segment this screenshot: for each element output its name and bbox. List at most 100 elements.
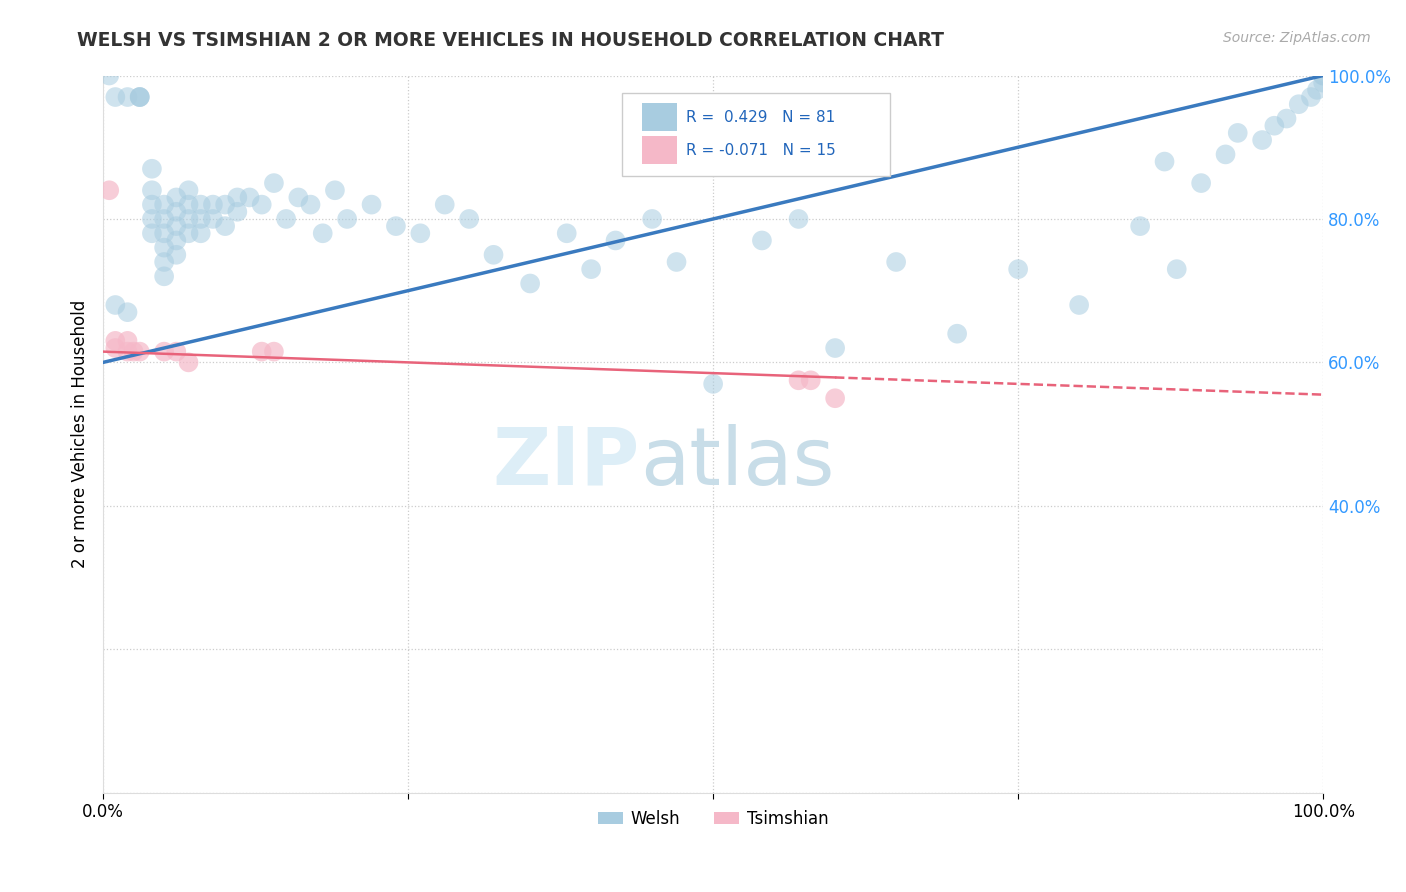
Point	[98, 69, 121, 83]
FancyBboxPatch shape	[643, 136, 676, 164]
Point	[1299, 90, 1322, 104]
FancyBboxPatch shape	[621, 94, 890, 176]
Point	[751, 234, 773, 248]
Point	[276, 211, 298, 226]
Text: Source: ZipAtlas.com: Source: ZipAtlas.com	[1223, 31, 1371, 45]
Point	[153, 227, 176, 241]
Point	[141, 197, 163, 211]
Point	[117, 305, 139, 319]
FancyBboxPatch shape	[643, 103, 676, 131]
Point	[214, 219, 236, 233]
Point	[409, 227, 432, 241]
Point	[482, 248, 505, 262]
Point	[884, 255, 907, 269]
Point	[800, 373, 823, 387]
Point	[312, 227, 335, 241]
Point	[165, 219, 187, 233]
Point	[702, 376, 724, 391]
Point	[519, 277, 541, 291]
Point	[1312, 69, 1334, 83]
Text: WELSH VS TSIMSHIAN 2 OR MORE VEHICLES IN HOUSEHOLD CORRELATION CHART: WELSH VS TSIMSHIAN 2 OR MORE VEHICLES IN…	[77, 31, 945, 50]
Point	[141, 183, 163, 197]
Point	[165, 248, 187, 262]
Point	[1215, 147, 1237, 161]
Point	[458, 211, 481, 226]
Point	[104, 334, 127, 348]
Point	[263, 176, 285, 190]
Point	[104, 90, 127, 104]
Point	[153, 241, 176, 255]
Text: R =  0.429   N = 81: R = 0.429 N = 81	[686, 110, 835, 125]
Point	[1263, 119, 1285, 133]
Point	[177, 211, 200, 226]
Point	[226, 204, 249, 219]
Point	[579, 262, 602, 277]
Point	[1288, 97, 1310, 112]
Point	[1312, 76, 1334, 90]
Point	[299, 197, 322, 211]
Point	[104, 298, 127, 312]
Point	[1251, 133, 1274, 147]
Point	[824, 391, 846, 405]
Point	[555, 227, 578, 241]
Point	[787, 211, 810, 226]
Point	[165, 190, 187, 204]
Point	[128, 90, 150, 104]
Point	[641, 211, 664, 226]
Point	[201, 211, 224, 226]
Text: ZIP: ZIP	[492, 424, 640, 502]
Point	[360, 197, 382, 211]
Point	[177, 227, 200, 241]
Point	[117, 90, 139, 104]
Point	[177, 355, 200, 369]
Point	[605, 234, 627, 248]
Point	[128, 344, 150, 359]
Point	[1166, 262, 1188, 277]
Point	[153, 211, 176, 226]
Point	[263, 344, 285, 359]
Point	[177, 183, 200, 197]
Point	[128, 90, 150, 104]
Point	[141, 161, 163, 176]
Point	[190, 227, 212, 241]
Point	[117, 334, 139, 348]
Point	[238, 190, 260, 204]
Point	[323, 183, 346, 197]
Point	[128, 90, 150, 104]
Point	[665, 255, 688, 269]
Text: atlas: atlas	[640, 424, 834, 502]
Point	[1007, 262, 1029, 277]
Point	[98, 183, 121, 197]
Point	[1306, 83, 1329, 97]
Point	[153, 269, 176, 284]
Point	[122, 344, 145, 359]
Point	[946, 326, 969, 341]
Point	[165, 234, 187, 248]
Point	[250, 197, 273, 211]
Point	[824, 341, 846, 355]
Point	[190, 211, 212, 226]
Point	[104, 341, 127, 355]
Point	[433, 197, 456, 211]
Point	[250, 344, 273, 359]
Point	[214, 197, 236, 211]
Point	[201, 197, 224, 211]
Point	[141, 211, 163, 226]
Point	[1312, 69, 1334, 83]
Point	[153, 255, 176, 269]
Text: R = -0.071   N = 15: R = -0.071 N = 15	[686, 143, 837, 158]
Point	[165, 204, 187, 219]
Point	[177, 197, 200, 211]
Point	[153, 344, 176, 359]
Point	[385, 219, 408, 233]
Legend: Welsh, Tsimshian: Welsh, Tsimshian	[591, 803, 835, 835]
Point	[190, 197, 212, 211]
Point	[1226, 126, 1249, 140]
Point	[1129, 219, 1152, 233]
Point	[1189, 176, 1212, 190]
Point	[336, 211, 359, 226]
Point	[226, 190, 249, 204]
Point	[1275, 112, 1298, 126]
Point	[141, 227, 163, 241]
Point	[165, 344, 187, 359]
